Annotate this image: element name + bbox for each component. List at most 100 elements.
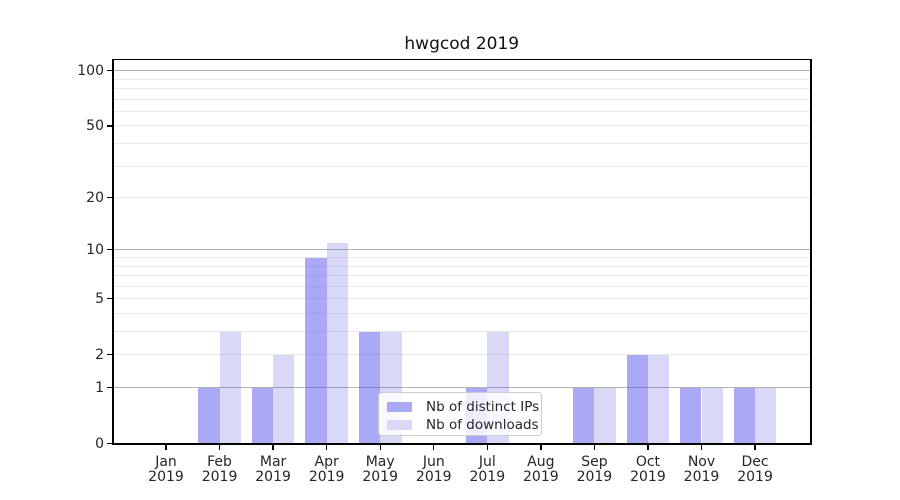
x-tick-label-sep: Sep 2019 [554,453,634,486]
gridline-minor [113,110,810,112]
x-tick-label-nov: Nov 2019 [662,453,742,486]
x-tick-mark [218,445,221,450]
legend-item-downloads: Nb of downloads [387,416,539,433]
gridline-major [113,70,810,72]
x-tick-mark [700,445,703,450]
bar-sep-distinct-ips [573,387,595,444]
bar-apr-distinct-ips [305,257,327,444]
x-tick-label-jan: Jan 2019 [126,453,206,486]
gridline-minor [113,125,810,127]
chart-title: hwgcod 2019 [404,34,520,54]
x-tick-year: 2019 [255,469,291,485]
bar-mar-distinct-ips [251,387,274,444]
x-tick-label-aug: Aug 2019 [501,453,581,486]
y-tick-mark [106,354,112,356]
y-tick-mark [106,298,112,300]
gridline-minor [113,197,810,199]
gridline-minor [113,275,810,277]
gridline-major [113,249,810,251]
x-tick-mark [593,445,596,450]
x-axis-spine [112,443,812,446]
x-tick-mark [272,445,274,450]
x-tick-mark [325,445,328,450]
x-tick-month: Nov [687,453,716,470]
right-spine [809,58,812,445]
gridline-minor [113,265,810,267]
gridline-minor [113,165,810,167]
x-tick-month: Jan [155,453,177,470]
bar-dec-distinct-ips [733,387,756,444]
y-tick-label: 5 [95,290,104,307]
gridline-minor [113,143,810,145]
y-axis-spine [112,58,114,445]
y-tick-label: 2 [95,346,104,363]
bar-may-distinct-ips [358,331,381,444]
x-tick-mark [647,445,649,450]
legend-item-distinct-ips: Nb of distinct IPs [387,398,539,415]
x-tick-year: 2019 [683,469,720,485]
legend-label-downloads: Nb of downloads [426,416,539,433]
bar-nov-distinct-ips [680,387,702,444]
bar-feb-distinct-ips [198,387,220,444]
gridline-minor [113,285,810,287]
y-tick-mark [106,125,112,127]
gridline-minor [113,331,810,333]
x-tick-mark [379,445,381,450]
x-tick-month: Feb [207,453,232,470]
gridline-major [113,386,810,389]
top-spine [112,58,812,61]
x-tick-mark [433,445,435,450]
bar-sep-downloads [594,387,616,444]
gridline-minor [113,257,810,258]
x-tick-month: Mar [259,453,287,470]
x-tick-label-feb: Feb 2019 [180,453,260,486]
x-tick-month: Dec [741,453,769,470]
y-tick-label: 10 [86,241,104,258]
y-tick-mark [106,386,112,389]
y-tick-label: 1 [95,379,104,396]
bar-mar-downloads [273,354,295,444]
y-tick-label: 20 [86,189,104,206]
x-tick-label-jun: Jun 2019 [394,454,474,486]
x-tick-year: 2019 [469,469,506,485]
x-tick-mark [754,445,756,450]
x-tick-month: Apr [314,453,339,470]
x-tick-month: Oct [635,453,661,470]
y-tick-mark [106,196,112,199]
x-tick-label-oct: Oct 2019 [608,453,688,486]
legend-swatch-downloads [387,419,412,430]
plot-area: 0 1 2 5 10 20 50 100 Jan 2019 Feb 2019 Mar 2019 Apr 201… [77,58,812,485]
bar-oct-distinct-ips [626,354,648,444]
x-tick-mark [540,445,542,450]
x-tick-year: 2019 [308,469,345,485]
y-tick-mark [106,442,112,445]
x-tick-year: 2019 [362,469,398,485]
x-tick-month: Sep [581,453,608,470]
bar-nov-downloads [701,387,723,444]
gridline-minor [113,78,810,80]
x-tick-year: 2019 [576,469,613,485]
y-tick-label: 100 [77,62,104,79]
x-tick-month: Aug [527,453,555,470]
x-tick-label-jul: Jul 2019 [447,454,527,486]
y-tick-mark [106,69,112,72]
x-tick-label-dec: Dec 2019 [715,453,795,486]
x-tick-label-may: May 2019 [340,453,420,486]
x-tick-year: 2019 [523,469,559,485]
x-tick-year: 2019 [737,469,773,485]
x-tick-mark [165,445,167,450]
y-tick-label: 50 [86,117,104,134]
legend: Nb of distinct IPs Nb of downloads [378,392,542,436]
x-tick-month: May [365,453,395,470]
x-tick-mark [486,445,488,450]
gridline-minor [113,98,810,100]
gridline-minor [113,312,810,314]
bar-dec-downloads [755,387,777,444]
y-tick-mark [106,249,112,251]
gridline-minor [113,354,810,356]
x-tick-year: 2019 [148,469,184,485]
y-tick-label: 0 [95,435,104,452]
gridline-minor [113,88,810,90]
bar-apr-downloads [326,242,349,444]
